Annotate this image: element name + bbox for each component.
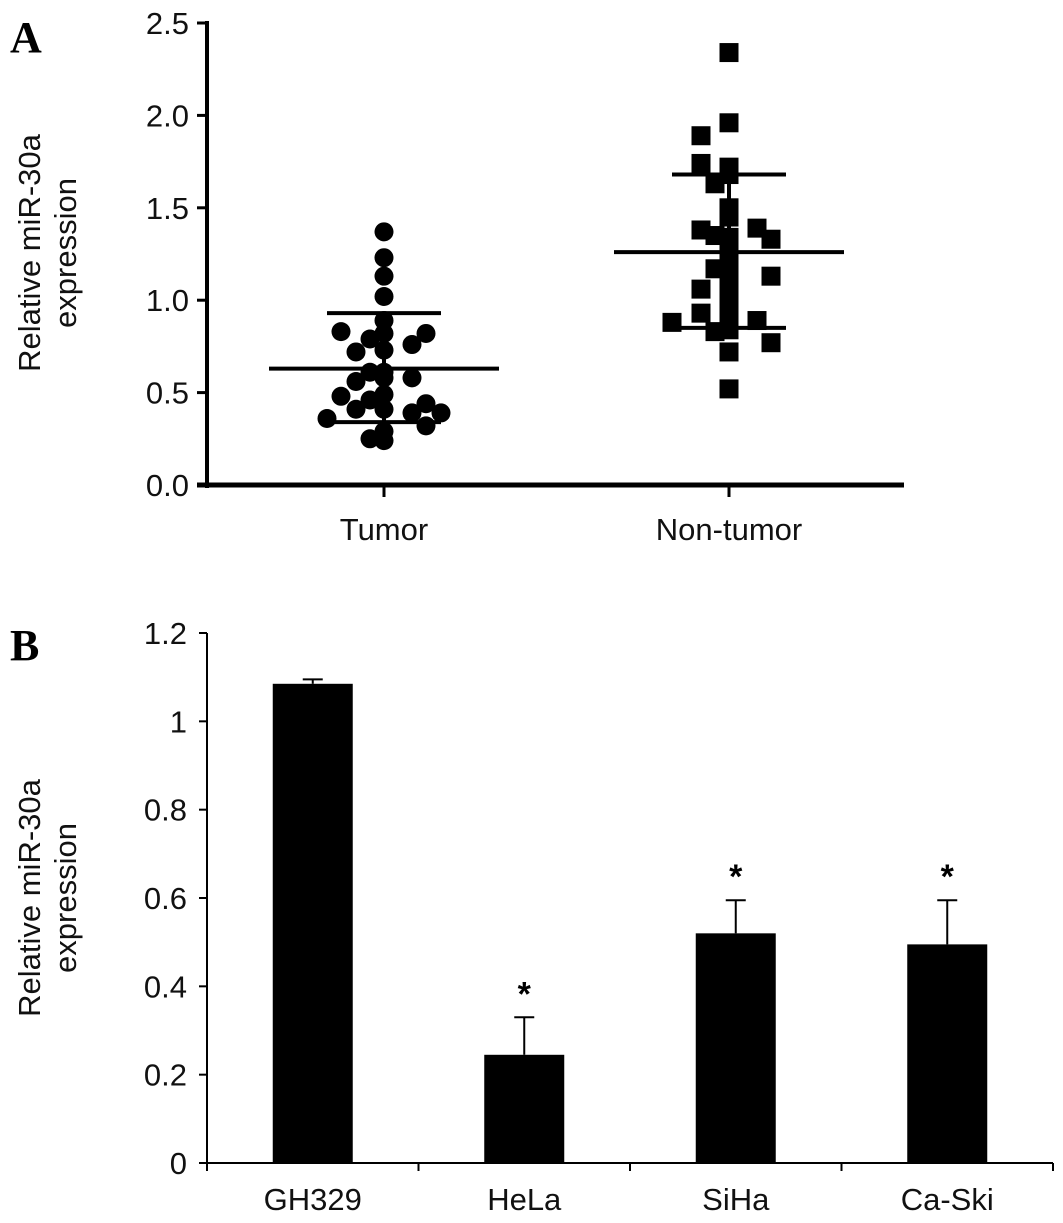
panel-b-x-tick-label: Ca-Ski bbox=[901, 1182, 994, 1217]
panel-a-y-label-line2: expression bbox=[48, 178, 83, 328]
panel-b-x-tick-label: SiHa bbox=[702, 1182, 770, 1217]
panel-a-point-non-tumor bbox=[761, 266, 781, 286]
panel-b-x-tick-label: GH329 bbox=[264, 1182, 362, 1217]
panel-a-point-non-tumor bbox=[705, 259, 725, 279]
panel-a-point-tumor bbox=[374, 287, 394, 307]
panel-b-significance-star: * bbox=[729, 858, 743, 896]
panel-a-point-tumor bbox=[402, 403, 422, 423]
panel-a-point-non-tumor bbox=[719, 43, 739, 63]
panel-a-point-tumor bbox=[360, 329, 380, 349]
panel-a-y-tick-label: 2.0 bbox=[146, 98, 189, 133]
panel-a-y-label-line1: Relative miR-30a bbox=[12, 133, 47, 372]
panel-a-y-tick-label: 0.0 bbox=[146, 468, 189, 503]
panel-a-point-tumor bbox=[416, 394, 436, 414]
panel-a-point-non-tumor bbox=[691, 303, 711, 323]
panel-b-y-tick-label: 0.2 bbox=[144, 1058, 187, 1093]
panel-a-point-non-tumor bbox=[691, 126, 711, 146]
panel-a-point-tumor bbox=[374, 222, 394, 242]
panel-a-point-non-tumor bbox=[719, 379, 739, 399]
panel-a-point-tumor bbox=[331, 386, 351, 406]
panel-a-x-tick-label: Tumor bbox=[340, 512, 428, 547]
panel-a-point-non-tumor bbox=[705, 322, 725, 342]
panel-a-point-non-tumor bbox=[705, 174, 725, 194]
panel-b-label: B bbox=[10, 621, 39, 670]
panel-a-point-tumor bbox=[416, 323, 436, 343]
panel-a-y-tick-label: 1.0 bbox=[146, 283, 189, 318]
panel-a-point-tumor bbox=[331, 322, 351, 342]
panel-b-bar-chart: B Relative miR-30a expression 0 0.2 0.4 0.6… bbox=[10, 616, 1054, 1217]
panel-a-point-non-tumor bbox=[691, 153, 711, 173]
panel-a-point-tumor bbox=[346, 342, 366, 362]
panel-a-point-non-tumor bbox=[719, 113, 739, 133]
panel-a-point-tumor bbox=[402, 368, 422, 388]
panel-b-y-label-line2: expression bbox=[48, 823, 83, 973]
panel-a-point-tumor bbox=[317, 408, 337, 428]
panel-a-point-tumor bbox=[431, 403, 451, 423]
panel-a-y-tick-label: 2.5 bbox=[146, 6, 189, 41]
panel-a-point-tumor bbox=[374, 266, 394, 286]
panel-b-significance-star: * bbox=[941, 858, 955, 896]
panel-a-point-tumor bbox=[402, 335, 422, 355]
panel-b-bar-hela bbox=[484, 1054, 565, 1163]
panel-a-point-non-tumor bbox=[761, 333, 781, 353]
panel-a-x-tick-label: Non-tumor bbox=[656, 512, 802, 547]
panel-a-point-non-tumor bbox=[719, 342, 739, 362]
panel-b-y-tick-label: 0.6 bbox=[144, 881, 187, 916]
panel-a-point-tumor bbox=[360, 429, 380, 449]
panel-a-point-tumor bbox=[416, 416, 436, 436]
panel-a-point-tumor bbox=[360, 362, 380, 382]
panel-a-point-tumor bbox=[360, 390, 380, 410]
panel-a-point-tumor bbox=[374, 431, 394, 451]
panel-b-y-tick-label: 1 bbox=[170, 704, 187, 739]
panel-a-point-non-tumor bbox=[691, 279, 711, 299]
panel-b-significance-star: * bbox=[518, 975, 532, 1013]
panel-a-scatter-chart: A Relative miR-30a expression 0.0 0.5 1.0 1… bbox=[10, 6, 904, 547]
panel-a-point-non-tumor bbox=[705, 226, 725, 246]
panel-b-bar-gh329 bbox=[272, 683, 353, 1163]
panel-a-y-tick-label: 0.5 bbox=[146, 376, 189, 411]
panel-b-y-tick-label: 0 bbox=[170, 1146, 187, 1181]
panel-b-bar-siha bbox=[695, 933, 776, 1163]
panel-a-label: A bbox=[10, 13, 42, 62]
panel-a-point-non-tumor bbox=[747, 311, 767, 331]
panel-b-y-tick-label: 0.8 bbox=[144, 793, 187, 828]
panel-a-y-tick-label: 1.5 bbox=[146, 191, 189, 226]
panel-a-point-tumor bbox=[346, 372, 366, 392]
panel-b-bar-ca-ski bbox=[907, 944, 988, 1163]
panel-a-point-tumor bbox=[346, 399, 366, 419]
panel-b-y-tick-label: 0.4 bbox=[144, 969, 187, 1004]
panel-b-y-label-line1: Relative miR-30a bbox=[12, 778, 47, 1017]
panel-a-point-tumor bbox=[374, 248, 394, 268]
panel-b-y-tick-label: 1.2 bbox=[144, 616, 187, 651]
panel-b-x-tick-label: HeLa bbox=[487, 1182, 562, 1217]
panel-a-point-non-tumor bbox=[761, 229, 781, 249]
